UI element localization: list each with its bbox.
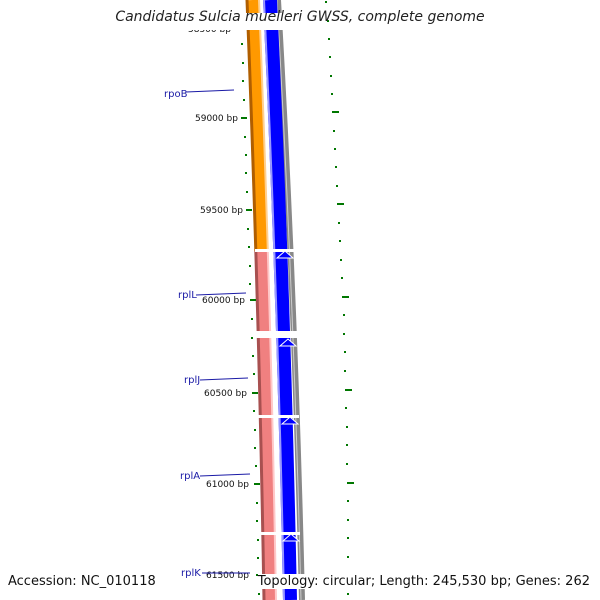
gene-label-rplL[interactable]: rplL bbox=[178, 290, 197, 301]
genome-summary: Topology: circular; Length: 245,530 bp; … bbox=[257, 574, 590, 589]
gene-label-rplJ[interactable]: rplJ bbox=[184, 375, 200, 386]
tick-label-60500: 60500 bp bbox=[204, 389, 247, 399]
rpoB-gene-block bbox=[245, 0, 269, 251]
strand-arrows bbox=[275, 250, 301, 542]
tick-label-60000: 60000 bp bbox=[202, 296, 245, 306]
accession-label: Accession: NC_010118 bbox=[8, 574, 156, 589]
inner-tick-marks bbox=[241, 43, 262, 595]
gene-label-rplA[interactable]: rplA bbox=[180, 471, 200, 482]
ribosomal-gene-block bbox=[254, 251, 277, 600]
tick-label-59500: 59500 bp bbox=[200, 206, 243, 216]
gene-label-rplK[interactable]: rplK bbox=[181, 568, 201, 579]
tick-label-61000: 61000 bp bbox=[206, 480, 249, 490]
gene-leader-lines bbox=[185, 89, 251, 574]
tick-label-59000: 59000 bp bbox=[195, 114, 238, 124]
gray-strand bbox=[275, 0, 305, 600]
blue-strand bbox=[263, 0, 297, 600]
gene-label-rpoB[interactable]: rpoB bbox=[164, 89, 188, 100]
outer-tick-marks bbox=[325, 1, 354, 595]
genome-title: Candidatus Sulcia muelleri GWSS, complet… bbox=[115, 9, 485, 25]
tick-label-61500: 61500 bp bbox=[206, 571, 249, 581]
gene-separators bbox=[255, 249, 300, 535]
